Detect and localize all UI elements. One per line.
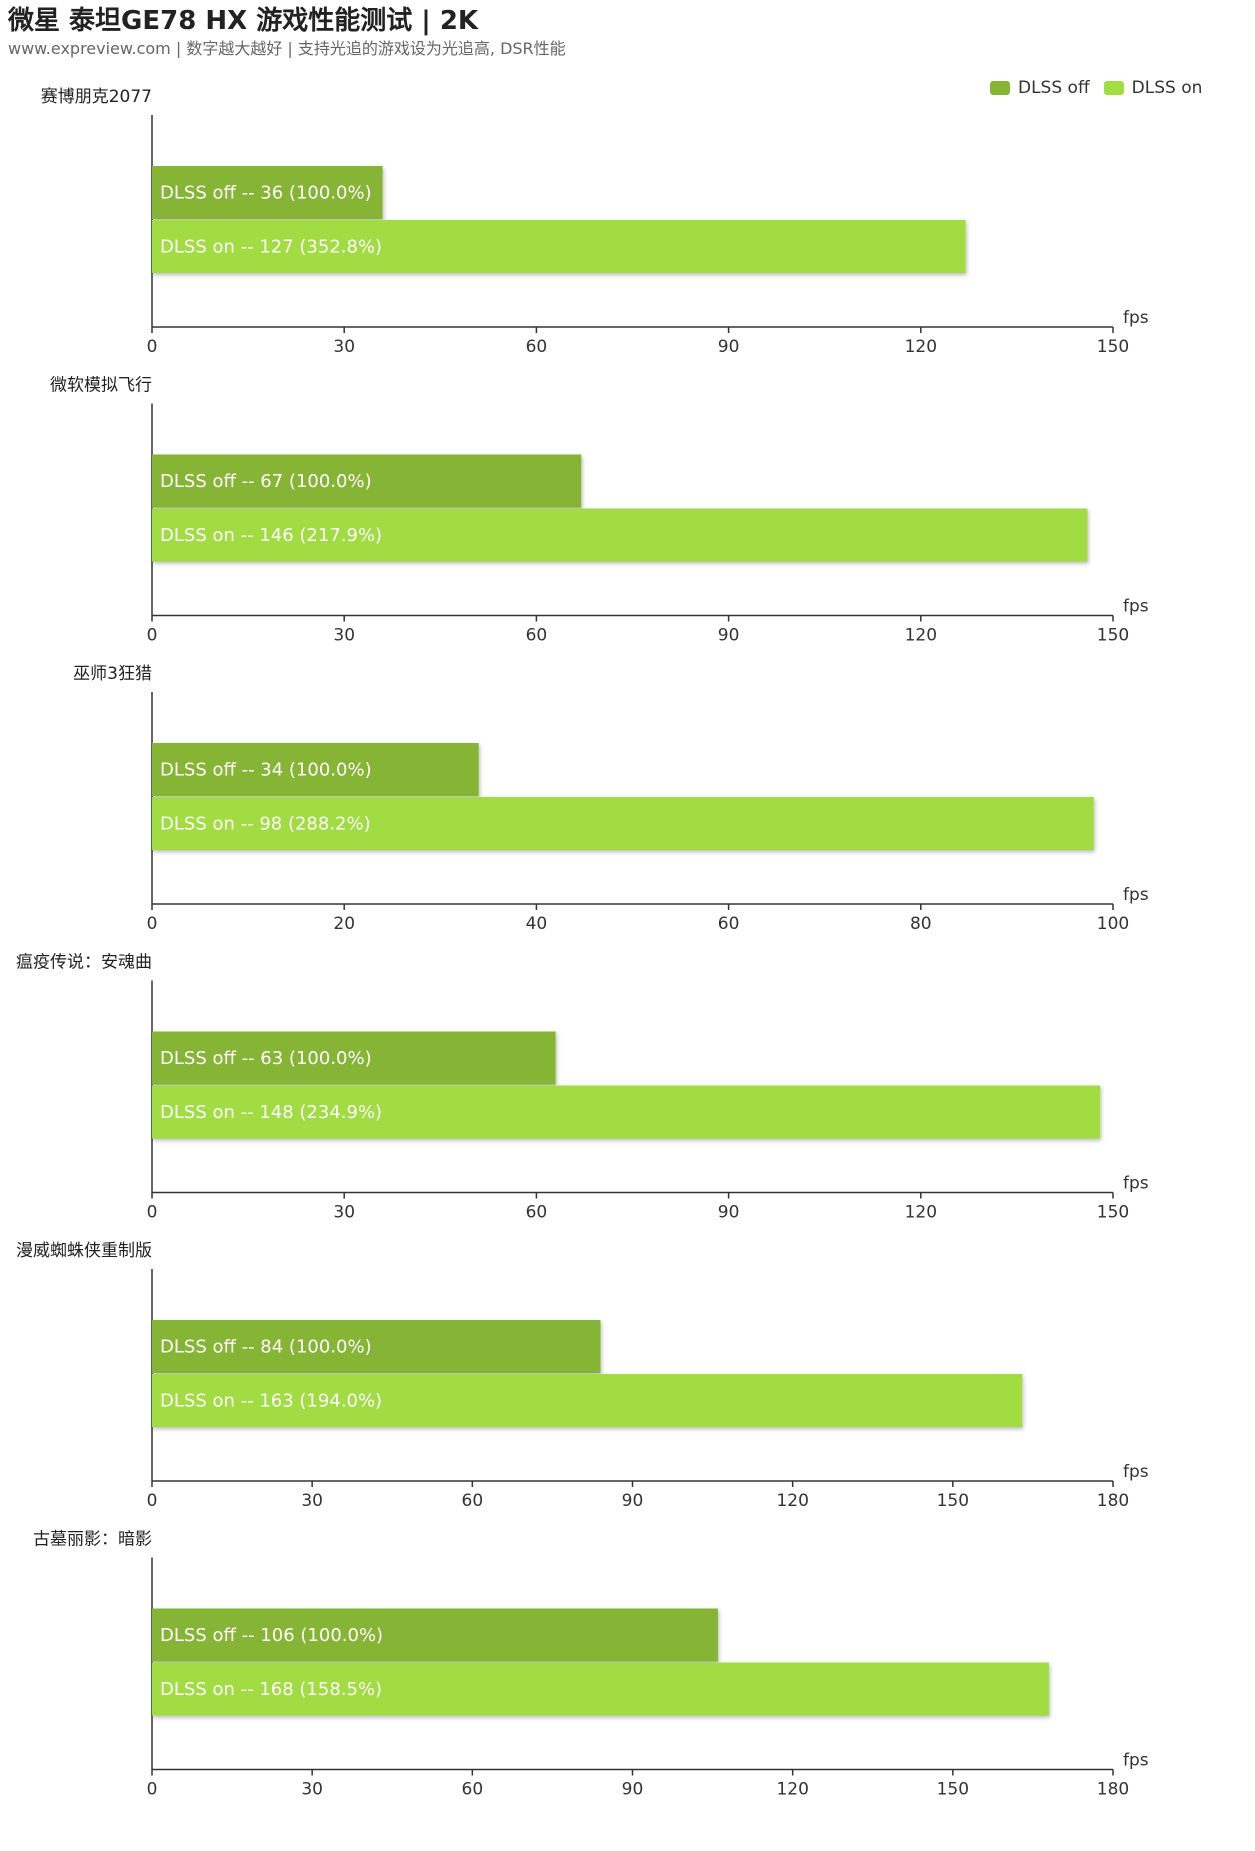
chart-4-bar-dlss-on xyxy=(152,1374,1023,1427)
page-subtitle: www.expreview.com | 数字越大越好 | 支持光追的游戏设为光追… xyxy=(8,39,566,58)
chart-3-tick-label: 60 xyxy=(526,1203,548,1223)
chart-5-tick-label: 90 xyxy=(622,1780,644,1800)
legend-item-dlss-on[interactable]: DLSS on xyxy=(1103,78,1203,98)
chart-4-tick-label: 120 xyxy=(776,1491,808,1511)
chart-5-unit-label: fps xyxy=(1123,1751,1149,1771)
chart-3-bar-dlss-on xyxy=(152,1085,1101,1139)
chart-4-bar-dlss-off xyxy=(152,1320,601,1373)
chart-1-bar-dlss-on xyxy=(152,508,1088,562)
chart-0-bar-dlss-on xyxy=(152,220,966,273)
chart-2-bar-label-dlss-off: DLSS off -- 34 (100.0%) xyxy=(160,760,372,781)
chart-4-unit-label: fps xyxy=(1123,1462,1149,1482)
chart-5-bar-label-dlss-off: DLSS off -- 106 (100.0%) xyxy=(160,1625,383,1646)
chart-5-bar-dlss-off xyxy=(152,1608,718,1662)
chart-2-bar-label-dlss-on: DLSS on -- 98 (288.2%) xyxy=(160,814,371,835)
chart-4-tick-label: 30 xyxy=(301,1491,323,1511)
chart-2-tick-label: 20 xyxy=(333,914,355,934)
page-title: 微星 泰坦GE78 HX 游戏性能测试 | 2K xyxy=(8,6,479,36)
chart-2-tick-label: 40 xyxy=(526,914,548,934)
chart-3-tick-label: 150 xyxy=(1097,1203,1129,1223)
chart-1-tick-label: 150 xyxy=(1097,626,1129,646)
chart-5-tick-label: 0 xyxy=(147,1780,158,1800)
chart-2-tick-label: 80 xyxy=(910,914,932,934)
chart-2-bar-dlss-off xyxy=(152,743,479,796)
chart-2-tick-label: 0 xyxy=(147,914,158,934)
chart-3-bar-label-dlss-on: DLSS on -- 148 (234.9%) xyxy=(160,1102,382,1123)
legend-item-dlss-off[interactable]: DLSS off xyxy=(990,78,1090,98)
chart-3-tick-label: 120 xyxy=(905,1203,937,1223)
chart-1-bar-label-dlss-off: DLSS off -- 67 (100.0%) xyxy=(160,471,372,492)
chart-2-unit-label: fps xyxy=(1123,885,1149,905)
chart-0-tick-label: 120 xyxy=(905,337,937,357)
chart-1-unit-label: fps xyxy=(1123,597,1149,617)
chart-4-tick-label: 90 xyxy=(622,1491,644,1511)
legend-swatch-dlss-off xyxy=(990,81,1010,95)
chart-0-tick-label: 150 xyxy=(1097,337,1129,357)
legend-swatch-dlss-on xyxy=(1103,81,1124,95)
chart-4-tick-label: 180 xyxy=(1097,1491,1129,1511)
chart-2-tick-label: 60 xyxy=(718,914,740,934)
chart-0-tick-label: 60 xyxy=(526,337,548,357)
chart-4-bar-label-dlss-off: DLSS off -- 84 (100.0%) xyxy=(160,1337,372,1358)
chart-1-bar-dlss-off xyxy=(152,454,582,508)
chart-2-bar-dlss-on xyxy=(152,797,1094,850)
chart-0-unit-label: fps xyxy=(1123,308,1149,328)
chart-4-title: 漫威蜘蛛侠重制版 xyxy=(16,1241,152,1261)
chart-3-title: 瘟疫传说：安魂曲 xyxy=(16,953,152,973)
chart-0-bar-label-dlss-on: DLSS on -- 127 (352.8%) xyxy=(160,237,382,258)
chart-0-bar-label-dlss-off: DLSS off -- 36 (100.0%) xyxy=(160,183,372,204)
chart-1-bar-label-dlss-on: DLSS on -- 146 (217.9%) xyxy=(160,525,382,546)
chart-1-tick-label: 60 xyxy=(526,626,548,646)
chart-2-tick-label: 100 xyxy=(1097,914,1129,934)
chart-5-title: 古墓丽影：暗影 xyxy=(33,1530,152,1550)
chart-5-tick-label: 150 xyxy=(937,1780,969,1800)
legend-label-dlss-off: DLSS off xyxy=(1018,78,1090,98)
chart-5-bar-label-dlss-on: DLSS on -- 168 (158.5%) xyxy=(160,1679,382,1700)
chart-3-unit-label: fps xyxy=(1123,1174,1149,1194)
chart-5-tick-label: 60 xyxy=(462,1780,484,1800)
chart-0-tick-label: 30 xyxy=(333,337,355,357)
legend-label-dlss-on: DLSS on xyxy=(1131,78,1203,98)
chart-1-tick-label: 90 xyxy=(718,626,740,646)
chart-1-tick-label: 120 xyxy=(905,626,937,646)
chart-5-tick-label: 180 xyxy=(1097,1780,1129,1800)
chart-5-bar-dlss-on xyxy=(152,1662,1049,1716)
chart-4-tick-label: 0 xyxy=(147,1491,158,1511)
chart-4-tick-label: 60 xyxy=(462,1491,484,1511)
chart-3-bar-dlss-off xyxy=(152,1031,556,1085)
chart-4-tick-label: 150 xyxy=(937,1491,969,1511)
chart-1-tick-label: 0 xyxy=(147,626,158,646)
chart-0-bar-dlss-off xyxy=(152,166,383,219)
chart-5-tick-label: 120 xyxy=(776,1780,808,1800)
chart-1-tick-label: 30 xyxy=(333,626,355,646)
chart-3-tick-label: 30 xyxy=(333,1203,355,1223)
chart-header: 微星 泰坦GE78 HX 游戏性能测试 | 2K www.expreview.c… xyxy=(8,4,1247,60)
legend: DLSS off DLSS on xyxy=(990,78,1216,98)
chart-3-bar-label-dlss-off: DLSS off -- 63 (100.0%) xyxy=(160,1048,372,1069)
chart-0-tick-label: 90 xyxy=(718,337,740,357)
chart-0-tick-label: 0 xyxy=(147,337,158,357)
chart-0-title: 赛博朋克2077 xyxy=(41,86,152,107)
chart-1-title: 微软模拟飞行 xyxy=(50,376,152,396)
chart-3-tick-label: 0 xyxy=(147,1203,158,1223)
chart-2-title: 巫师3狂猎 xyxy=(73,664,152,684)
chart-3-tick-label: 90 xyxy=(718,1203,740,1223)
chart-5-tick-label: 30 xyxy=(301,1780,323,1800)
chart-4-bar-label-dlss-on: DLSS on -- 163 (194.0%) xyxy=(160,1391,382,1412)
